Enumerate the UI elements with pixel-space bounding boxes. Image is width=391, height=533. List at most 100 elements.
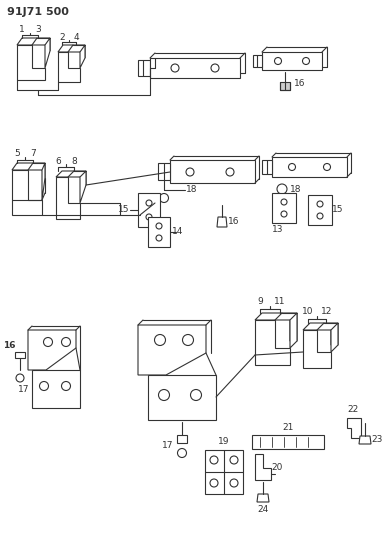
Polygon shape bbox=[56, 171, 86, 185]
Polygon shape bbox=[28, 330, 76, 370]
Circle shape bbox=[146, 200, 152, 206]
Circle shape bbox=[230, 479, 238, 487]
Polygon shape bbox=[148, 375, 216, 420]
Text: 16: 16 bbox=[294, 79, 306, 88]
Polygon shape bbox=[217, 217, 227, 227]
Text: 13: 13 bbox=[272, 224, 284, 233]
Circle shape bbox=[230, 456, 238, 464]
Polygon shape bbox=[138, 60, 150, 76]
Polygon shape bbox=[359, 436, 371, 444]
Circle shape bbox=[154, 335, 165, 345]
Circle shape bbox=[16, 374, 24, 382]
Circle shape bbox=[317, 213, 323, 219]
Circle shape bbox=[146, 214, 152, 220]
Circle shape bbox=[171, 64, 179, 72]
Polygon shape bbox=[262, 52, 322, 70]
Polygon shape bbox=[255, 454, 271, 480]
Text: 17: 17 bbox=[162, 440, 174, 449]
Circle shape bbox=[289, 164, 296, 171]
Circle shape bbox=[281, 211, 287, 217]
Polygon shape bbox=[58, 45, 85, 58]
Text: 22: 22 bbox=[347, 406, 359, 415]
Text: 19: 19 bbox=[218, 438, 230, 447]
Text: 15: 15 bbox=[118, 206, 130, 214]
Polygon shape bbox=[257, 494, 269, 502]
Text: 16: 16 bbox=[3, 342, 15, 351]
Circle shape bbox=[190, 390, 201, 400]
Polygon shape bbox=[138, 325, 206, 375]
Polygon shape bbox=[272, 193, 296, 223]
Text: 5: 5 bbox=[14, 149, 20, 158]
Circle shape bbox=[61, 337, 70, 346]
Text: 8: 8 bbox=[71, 157, 77, 166]
Text: 23: 23 bbox=[371, 435, 383, 445]
Polygon shape bbox=[150, 58, 240, 78]
Text: 3: 3 bbox=[35, 26, 41, 35]
Circle shape bbox=[317, 201, 323, 207]
Circle shape bbox=[186, 168, 194, 176]
Polygon shape bbox=[205, 450, 243, 494]
Polygon shape bbox=[331, 323, 338, 352]
Polygon shape bbox=[255, 320, 290, 365]
Text: 21: 21 bbox=[282, 423, 294, 432]
Polygon shape bbox=[177, 435, 187, 443]
Polygon shape bbox=[308, 195, 332, 225]
Circle shape bbox=[158, 390, 170, 400]
Polygon shape bbox=[347, 418, 361, 438]
Text: 24: 24 bbox=[257, 505, 269, 514]
Polygon shape bbox=[272, 157, 347, 177]
Polygon shape bbox=[12, 170, 42, 215]
Text: 20: 20 bbox=[271, 463, 283, 472]
Polygon shape bbox=[15, 352, 25, 358]
Polygon shape bbox=[170, 160, 255, 183]
Text: 6: 6 bbox=[55, 157, 61, 166]
Text: 12: 12 bbox=[321, 308, 333, 317]
Text: 4: 4 bbox=[73, 34, 79, 43]
Polygon shape bbox=[32, 370, 80, 408]
Circle shape bbox=[211, 64, 219, 72]
Circle shape bbox=[277, 184, 287, 194]
Circle shape bbox=[281, 199, 287, 205]
Text: 2: 2 bbox=[59, 34, 65, 43]
Circle shape bbox=[210, 456, 218, 464]
Circle shape bbox=[61, 382, 70, 391]
Polygon shape bbox=[80, 45, 85, 68]
Text: 11: 11 bbox=[274, 297, 286, 306]
Circle shape bbox=[210, 479, 218, 487]
Polygon shape bbox=[58, 52, 80, 82]
Polygon shape bbox=[262, 160, 272, 174]
Circle shape bbox=[160, 193, 169, 203]
Text: 16: 16 bbox=[228, 216, 240, 225]
Text: 14: 14 bbox=[172, 228, 184, 237]
Circle shape bbox=[303, 58, 310, 64]
Text: 10: 10 bbox=[302, 308, 314, 317]
Polygon shape bbox=[158, 163, 170, 180]
Polygon shape bbox=[253, 55, 262, 67]
Polygon shape bbox=[80, 171, 86, 203]
Polygon shape bbox=[148, 217, 170, 247]
Text: 9: 9 bbox=[257, 297, 263, 306]
Polygon shape bbox=[56, 177, 80, 219]
Text: 18: 18 bbox=[186, 185, 198, 195]
Polygon shape bbox=[12, 163, 45, 178]
Circle shape bbox=[178, 448, 187, 457]
Text: 1: 1 bbox=[19, 26, 25, 35]
Polygon shape bbox=[252, 435, 324, 449]
Circle shape bbox=[156, 235, 162, 241]
Polygon shape bbox=[17, 38, 50, 51]
Circle shape bbox=[323, 164, 330, 171]
Text: 7: 7 bbox=[30, 149, 36, 158]
Circle shape bbox=[43, 337, 52, 346]
Circle shape bbox=[226, 168, 234, 176]
Circle shape bbox=[183, 335, 194, 345]
Text: 15: 15 bbox=[332, 206, 344, 214]
Polygon shape bbox=[280, 82, 290, 90]
Polygon shape bbox=[42, 163, 45, 200]
Polygon shape bbox=[138, 193, 160, 227]
Text: 91J71 500: 91J71 500 bbox=[7, 7, 69, 17]
Polygon shape bbox=[303, 330, 331, 368]
Polygon shape bbox=[303, 323, 338, 345]
Polygon shape bbox=[255, 313, 297, 341]
Polygon shape bbox=[17, 45, 45, 80]
Circle shape bbox=[274, 58, 282, 64]
